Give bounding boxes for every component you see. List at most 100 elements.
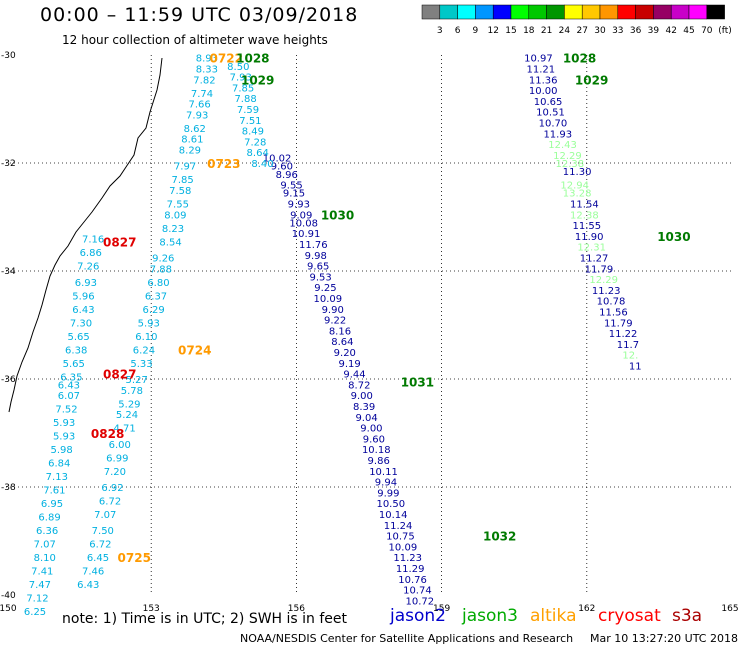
swh-value-jason2: 8.39: [353, 402, 375, 413]
colorbar-tick-label: 18: [523, 26, 535, 36]
pass-time-label: 0722: [210, 52, 243, 66]
pass-time-label: 0828: [91, 427, 124, 441]
swh-value-jason2: 10.08: [289, 218, 318, 229]
swh-value-jason2: 10.11: [369, 467, 398, 478]
swh-value-altika: 8.64: [247, 148, 269, 159]
swh-value-altika: 7.58: [169, 186, 191, 197]
swh-value-altika: 6.72: [89, 540, 111, 551]
swh-value-altika: 7.85: [232, 83, 254, 94]
swh-value-jason2: 8.64: [331, 337, 353, 348]
x-tick-label: 159: [433, 604, 450, 614]
swh-value-jason3: 12.38: [570, 210, 599, 221]
colorbar-swatch: [706, 4, 725, 20]
swh-value-altika: 8.09: [164, 210, 186, 221]
swh-value-altika: 6.80: [147, 278, 169, 289]
swh-value-altika: 8.49: [242, 127, 264, 138]
swh-value-jason2: 10.70: [539, 119, 568, 130]
swh-value-altika: 7.20: [104, 467, 126, 478]
swh-value-jason2: 11.55: [572, 221, 601, 232]
swh-value-jason2: 9.94: [375, 478, 397, 489]
swh-value-jason2: 9.00: [360, 424, 382, 435]
swh-value-jason2: 10.50: [376, 499, 405, 510]
swh-value-jason2: 11.7: [617, 340, 639, 351]
swh-value-altika: 7.07: [34, 540, 56, 551]
x-tick-label: 156: [288, 604, 305, 614]
swh-value-jason2: 9.93: [288, 200, 310, 211]
swh-value-jason2: 11.24: [384, 521, 413, 532]
swh-value-jason2: 8.72: [348, 380, 370, 391]
swh-value-jason2: 9.44: [343, 370, 365, 381]
pass-time-label: 1032: [483, 530, 516, 544]
swh-value-altika: 7.30: [70, 318, 92, 329]
swh-value-altika: 6.25: [24, 607, 46, 618]
y-tick-label: -38: [1, 483, 16, 493]
swh-value-jason2: 11.79: [604, 318, 633, 329]
swh-value-jason2: 9.19: [339, 359, 361, 370]
swh-value-altika: 7.51: [239, 116, 261, 127]
swh-value-altika: 6.36: [36, 526, 58, 537]
swh-value-altika: 8.62: [184, 124, 206, 135]
swh-value-altika: 6.86: [80, 248, 102, 259]
swh-value-jason2: 8.16: [329, 326, 351, 337]
swh-value-altika: 6.29: [142, 305, 164, 316]
swh-value-altika: 8.40: [251, 159, 273, 170]
swh-value-jason2: 11.30: [563, 167, 592, 178]
swh-value-altika: 6.00: [109, 440, 131, 451]
swh-value-altika: 7.26: [77, 262, 99, 273]
swh-value-altika: 7.88: [150, 264, 172, 275]
swh-value-jason2: 10.97: [524, 54, 553, 65]
grid-lines: [6, 55, 732, 595]
swh-value-altika: 6.93: [75, 278, 97, 289]
colorbar-unit: (ft): [718, 26, 732, 36]
measurement-points: 10.029.608.969.559.159.939.0910.0810.911…: [24, 54, 642, 619]
colorbar-tick-label: 39: [648, 26, 660, 36]
swh-value-jason3: 13.28: [563, 189, 592, 200]
y-tick-label: -40: [1, 591, 16, 601]
swh-value-jason2: 10.00: [529, 86, 558, 97]
legend-s3a: s3a: [672, 606, 703, 626]
swh-value-jason2: 10.02: [263, 154, 292, 165]
pass-time-label: 0723: [207, 157, 240, 171]
swh-value-jason2: 10.75: [386, 532, 415, 543]
swh-value-jason2: 10.09: [314, 294, 343, 305]
swh-value-jason2: 10.65: [534, 97, 563, 108]
swh-value-altika: 8.54: [159, 237, 181, 248]
credit-line: NOAA/NESDIS Center for Satellite Applica…: [240, 632, 574, 645]
swh-value-altika: 7.74: [191, 89, 213, 100]
colorbar-tick-label: 30: [594, 26, 606, 36]
swh-value-altika: 5.33: [130, 359, 152, 370]
legend-cryosat: cryosat: [598, 606, 661, 626]
swh-value-jason2: 11.76: [299, 240, 328, 251]
swh-value-altika: 7.47: [29, 580, 51, 591]
swh-value-altika: 7.50: [92, 526, 114, 537]
swh-value-jason2: 9.60: [271, 162, 293, 173]
swh-value-altika: 8.61: [181, 135, 203, 146]
colorbar-tick-label: 3: [437, 26, 443, 36]
pass-time-label: 0827: [103, 368, 136, 382]
swh-value-altika: 6.37: [145, 291, 167, 302]
colorbar-tick-label: 9: [473, 26, 479, 36]
swh-value-jason2: 10.51: [536, 108, 565, 119]
swh-value-altika: 7.88: [234, 94, 256, 105]
swh-value-jason2: 9.25: [314, 283, 336, 294]
swh-value-altika: 5.65: [63, 359, 85, 370]
swh-value-altika: 6.95: [41, 499, 63, 510]
swh-value-jason2: 10.72: [405, 596, 434, 607]
swh-value-altika: 6.43: [58, 380, 80, 391]
swh-value-jason2: 9.65: [307, 262, 329, 273]
y-tick-label: -32: [1, 159, 16, 169]
x-tick-label: 150: [0, 604, 17, 614]
swh-value-altika: 7.93: [186, 110, 208, 121]
swh-value-altika: 7.93: [230, 73, 252, 84]
pass-time-label: 1031: [401, 376, 434, 390]
swh-value-altika: 5.78: [121, 386, 143, 397]
swh-value-jason3: 12.: [622, 351, 638, 362]
swh-value-altika: 6.89: [38, 513, 60, 524]
colorbar-tick-label: 70: [701, 26, 713, 36]
colorbar-tick-label: 45: [683, 26, 694, 36]
swh-value-altika: 8.29: [179, 146, 201, 157]
swh-value-jason2: 9.20: [334, 348, 356, 359]
swh-value-jason2: 11.22: [609, 329, 638, 340]
swh-value-altika: 7.12: [26, 594, 48, 605]
swh-value-altika: 6.38: [65, 345, 87, 356]
